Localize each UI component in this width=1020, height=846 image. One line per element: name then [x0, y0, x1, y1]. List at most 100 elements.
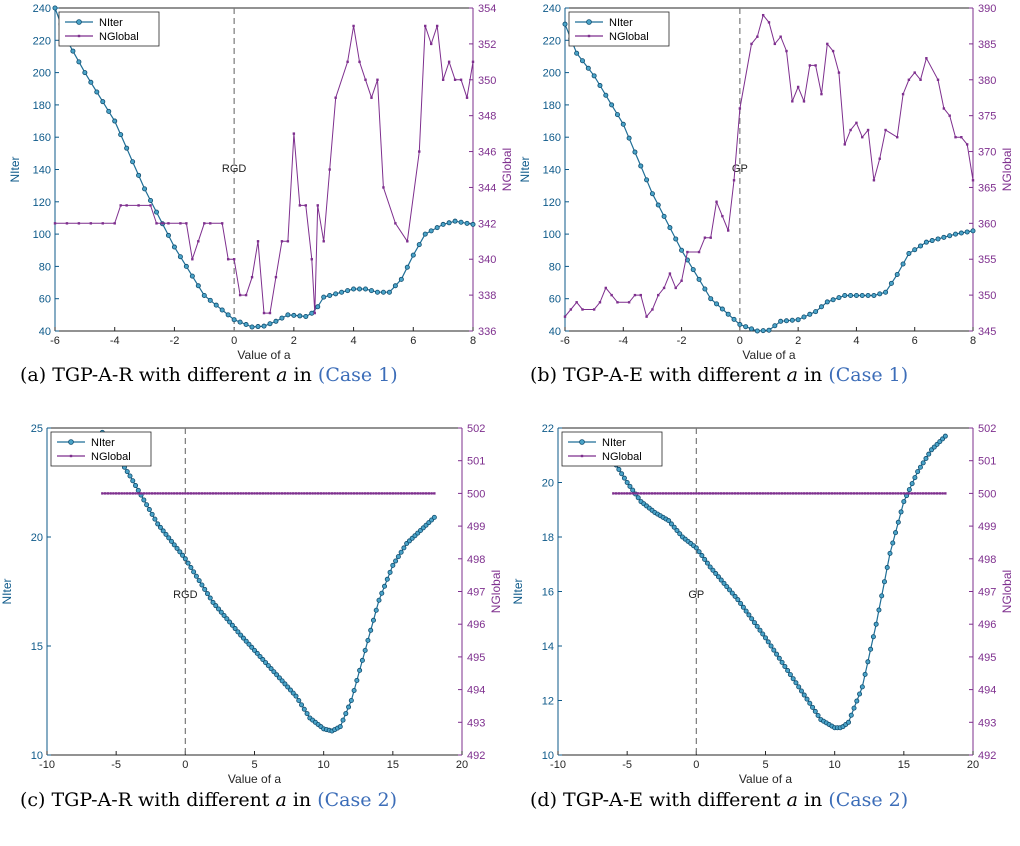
data-point	[408, 492, 411, 495]
data-point	[789, 492, 792, 495]
data-point	[185, 560, 191, 566]
data-point	[681, 492, 684, 495]
data-point	[109, 492, 112, 495]
legend-box	[58, 11, 160, 47]
data-point	[273, 318, 279, 324]
data-point	[859, 684, 865, 690]
data-point	[645, 315, 648, 318]
x-tick-label: -5	[622, 759, 632, 771]
data-point	[280, 240, 284, 243]
y2-tick-label: 354	[478, 3, 496, 15]
data-point	[926, 451, 932, 457]
data-point	[258, 492, 262, 495]
data-point	[276, 675, 282, 681]
data-point	[308, 492, 312, 495]
data-point	[707, 564, 713, 570]
legend-marker	[579, 439, 585, 445]
data-point	[581, 308, 584, 311]
y-tick-label: 10	[31, 750, 43, 762]
plot-area	[558, 428, 973, 755]
data-point	[175, 492, 179, 495]
data-point	[293, 693, 299, 699]
data-point	[232, 258, 236, 261]
x-tick-label: 2	[795, 335, 801, 347]
data-point	[651, 308, 654, 311]
data-point	[814, 64, 817, 67]
data-point	[627, 483, 633, 489]
legend: NIter NGlobal	[58, 11, 160, 47]
data-point	[758, 492, 762, 495]
data-point	[274, 672, 280, 678]
data-point	[591, 73, 597, 79]
data-point	[310, 258, 313, 261]
data-point	[830, 297, 836, 303]
y2-tick-label: 497	[978, 587, 996, 599]
data-point	[708, 296, 714, 302]
y-tick-label: 60	[549, 294, 561, 306]
y2-tick-label: 365	[978, 182, 996, 194]
data-point	[251, 647, 257, 653]
data-point	[844, 492, 847, 495]
data-point	[278, 492, 281, 495]
data-point	[668, 521, 674, 527]
caption-case-link[interactable]: (Case 1)	[828, 364, 908, 386]
data-point	[196, 578, 202, 584]
caption-case-link[interactable]: (Case 2)	[828, 789, 908, 811]
y-tick-label: 14	[542, 641, 554, 653]
caption-case-link[interactable]: (Case 2)	[317, 789, 397, 811]
data-point	[833, 492, 836, 495]
data-point	[459, 78, 463, 81]
y2-tick-label: 493	[978, 717, 996, 729]
data-point	[639, 293, 642, 297]
data-point	[162, 492, 165, 495]
data-point	[913, 492, 917, 495]
data-point	[174, 545, 180, 551]
data-point	[305, 492, 309, 495]
data-point	[574, 50, 580, 56]
data-point	[841, 492, 845, 495]
legend-label: NGlobal	[91, 451, 131, 463]
data-point	[328, 492, 331, 495]
data-point	[142, 186, 148, 192]
x-tick-label: 0	[182, 759, 188, 771]
data-point	[569, 308, 573, 311]
x-tick-label: 10	[318, 759, 330, 771]
caption-case-link[interactable]: (Case 1)	[318, 364, 398, 386]
data-point	[938, 492, 941, 495]
data-point	[458, 219, 464, 225]
data-point	[738, 107, 742, 110]
data-point	[168, 538, 174, 544]
data-point	[798, 688, 804, 694]
legend-marker	[76, 19, 82, 25]
y2-axis-label: NGlobal	[1000, 570, 1014, 613]
data-point	[870, 634, 876, 640]
data-point	[357, 667, 363, 673]
data-point	[638, 163, 644, 169]
data-point	[711, 492, 715, 495]
data-point	[670, 492, 673, 495]
caption-text: in	[798, 789, 828, 811]
data-point	[272, 492, 276, 495]
data-point	[793, 680, 799, 686]
y-tick-label: 80	[549, 261, 561, 273]
data-point	[735, 597, 741, 603]
data-point	[661, 492, 665, 495]
data-point	[720, 492, 723, 495]
chart-panel-a: -6 -4 -2 0 2 4 6 8 40 60 80 100 120 140 160 180 200 220 24…	[8, 3, 514, 386]
y2-tick-label: 346	[478, 147, 496, 159]
data-point	[843, 143, 846, 146]
data-point	[373, 607, 379, 613]
data-point	[727, 587, 733, 593]
data-point	[279, 678, 285, 684]
data-point	[971, 179, 975, 182]
data-point	[337, 724, 343, 730]
data-point	[424, 492, 428, 495]
data-point	[167, 492, 170, 495]
caption-text: in	[288, 364, 318, 386]
reference-label: RGD	[173, 589, 198, 601]
y-tick-label: 16	[542, 587, 554, 599]
data-point	[827, 492, 831, 495]
data-point	[880, 492, 883, 495]
data-point	[722, 492, 726, 495]
data-point	[351, 687, 357, 693]
